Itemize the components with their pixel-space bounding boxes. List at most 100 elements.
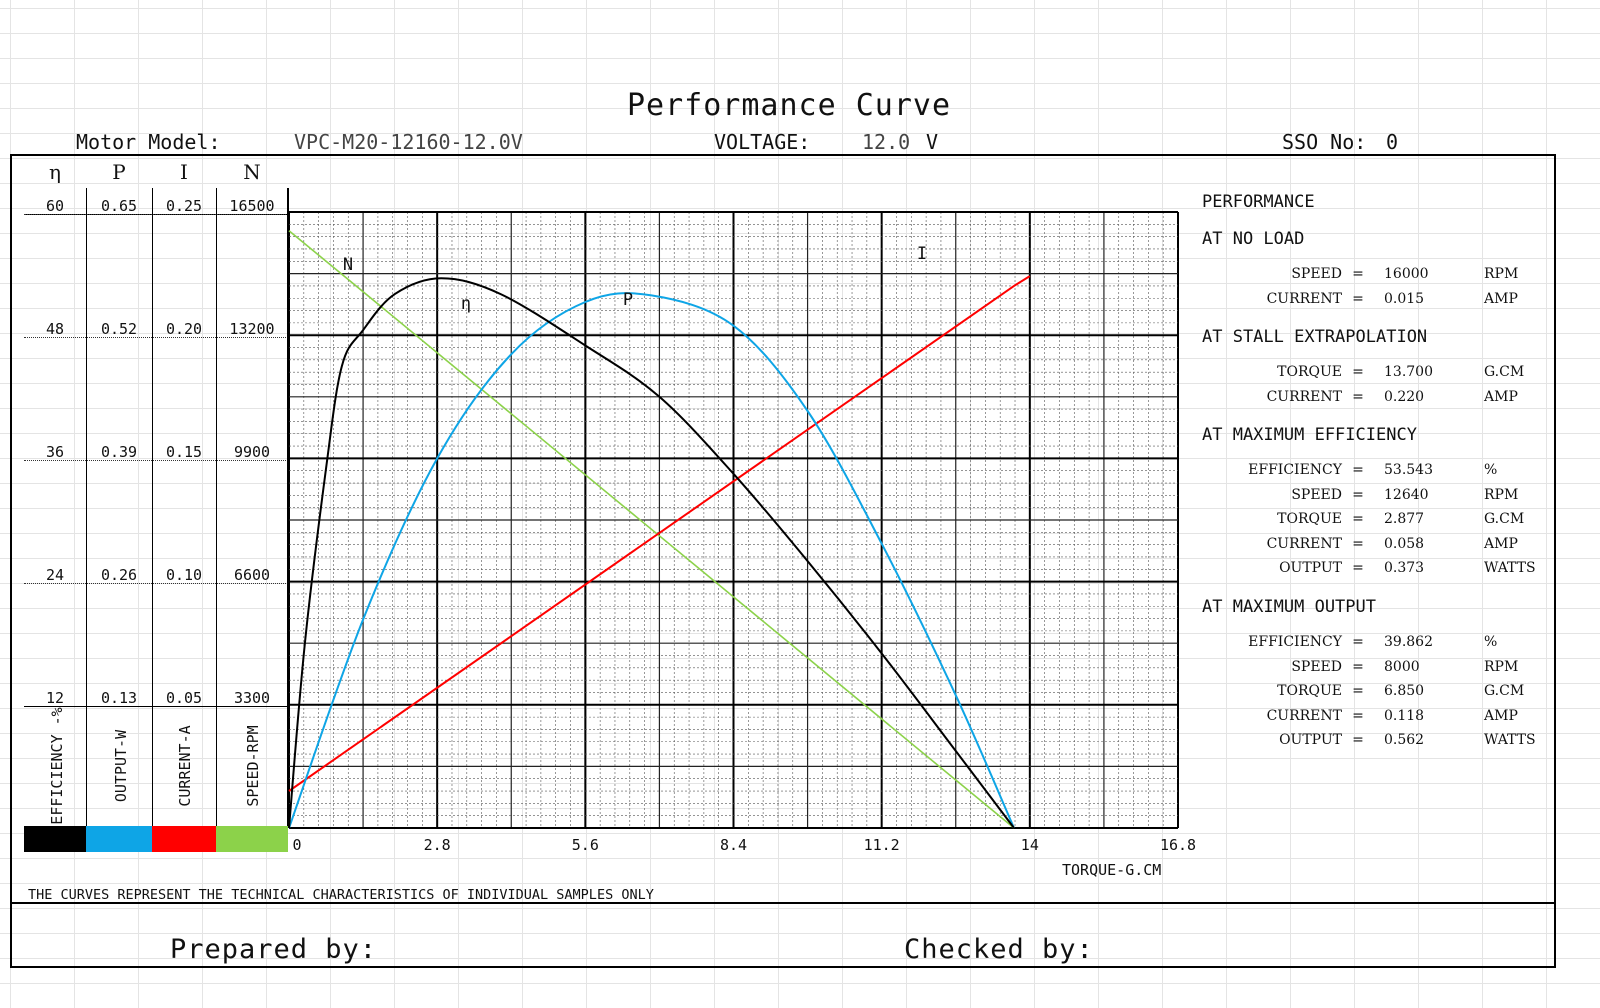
main-frame xyxy=(10,154,1556,968)
scale-p-value: 0.13 xyxy=(100,689,138,707)
perf-unit: AMP xyxy=(1484,707,1518,724)
perf-value: 0.058 xyxy=(1384,535,1425,552)
voltage-label: VOLTAGE: xyxy=(714,130,811,154)
chart-curves: Nη P I xyxy=(288,230,1031,829)
perf-unit: G.CM xyxy=(1484,364,1525,380)
performance-section-heading: AT NO LOAD xyxy=(1202,229,1305,249)
perf-label: OUTPUT xyxy=(1279,560,1342,577)
scale-i-value: 0.20 xyxy=(165,320,203,338)
perf-label: TORQUE xyxy=(1277,511,1342,528)
perf-equals: = xyxy=(1352,535,1364,552)
prepared-by-label: Prepared by: xyxy=(170,934,378,965)
perf-unit: WATTS xyxy=(1484,560,1536,577)
perf-unit: RPM xyxy=(1484,658,1519,675)
motor-model-value: VPC-M20-12160-12.0V xyxy=(294,130,523,154)
perf-equals: = xyxy=(1352,364,1364,380)
perf-unit: % xyxy=(1484,634,1498,650)
perf-value: 2.877 xyxy=(1384,511,1425,528)
perf-equals: = xyxy=(1352,462,1364,478)
scale-n-value: 13200 xyxy=(229,320,275,338)
scale-p-value: 0.65 xyxy=(100,197,138,215)
perf-value: 0.562 xyxy=(1384,732,1425,749)
scale-n-value: 3300 xyxy=(233,689,271,707)
voltage-value: 12.0 xyxy=(862,130,911,154)
perf-label: OUTPUT xyxy=(1279,732,1342,749)
perf-label: CURRENT xyxy=(1266,707,1342,724)
perf-label: CURRENT xyxy=(1266,388,1342,405)
perf-value: 0.220 xyxy=(1384,388,1425,405)
perf-label: EFFICIENCY xyxy=(1248,634,1342,650)
scale-header-i: I xyxy=(180,160,188,184)
checked-by-label: Checked by: xyxy=(904,934,1094,965)
perf-value: 8000 xyxy=(1384,658,1420,675)
legend-swatch-current xyxy=(152,826,216,852)
perf-unit: G.CM xyxy=(1484,511,1525,528)
perf-unit: AMP xyxy=(1484,290,1518,307)
x-tick-label: 16.8 xyxy=(1160,836,1196,854)
perf-value: 53.543 xyxy=(1384,462,1433,478)
x-tick-label: 14 xyxy=(1021,836,1039,854)
perf-unit: AMP xyxy=(1484,535,1518,552)
perf-unit: AMP xyxy=(1484,388,1518,405)
perf-equals: = xyxy=(1352,388,1364,405)
x-tick-label: 11.2 xyxy=(864,836,900,854)
curve-label: η xyxy=(461,294,471,314)
perf-label: CURRENT xyxy=(1266,290,1342,307)
legend-swatch-efficiency xyxy=(24,826,86,852)
perf-unit: WATTS xyxy=(1484,732,1536,749)
perf-label: SPEED xyxy=(1291,486,1342,503)
scale-n-value: 6600 xyxy=(233,566,271,584)
scale-i-value: 0.25 xyxy=(165,197,203,215)
scale-eta-value: 60 xyxy=(45,197,65,215)
perf-label: TORQUE xyxy=(1277,683,1342,700)
chart-grid xyxy=(288,211,1179,829)
perf-label: TORQUE xyxy=(1277,364,1342,380)
perf-value: 0.118 xyxy=(1384,707,1425,724)
curve-label: I xyxy=(917,244,927,264)
perf-equals: = xyxy=(1352,290,1364,307)
scale-header-p: P xyxy=(112,160,126,184)
x-tick-label: 5.6 xyxy=(572,836,599,854)
voltage-unit: V xyxy=(926,130,939,154)
perf-unit: G.CM xyxy=(1484,683,1525,700)
scale-header-eta: η xyxy=(49,160,61,184)
perf-value: 16000 xyxy=(1384,266,1429,282)
x-axis-title: TORQUE-G.CM xyxy=(1062,861,1162,879)
legend-swatch-speed xyxy=(216,826,288,852)
curve-label: P xyxy=(623,290,633,310)
scale-row-divider xyxy=(24,460,286,461)
perf-equals: = xyxy=(1352,560,1364,577)
perf-equals: = xyxy=(1352,486,1364,503)
perf-value: 0.015 xyxy=(1384,290,1425,307)
scale-n-value: 9900 xyxy=(233,443,271,461)
perf-equals: = xyxy=(1352,658,1364,675)
perf-equals: = xyxy=(1352,266,1364,282)
footer-divider xyxy=(10,902,1556,904)
perf-value: 39.862 xyxy=(1384,634,1433,650)
motor-model-label: Motor Model: xyxy=(76,130,221,154)
axis-title-row: EFFICIENCY -% OUTPUT-W CURRENT-A SPEED-R… xyxy=(24,706,288,825)
scale-p-value: 0.52 xyxy=(100,320,138,338)
perf-unit: RPM xyxy=(1484,266,1519,282)
perf-value: 12640 xyxy=(1384,486,1429,503)
sso-value: 0 xyxy=(1386,130,1399,154)
perf-value: 6.850 xyxy=(1384,683,1425,700)
scale-i-value: 0.05 xyxy=(165,689,203,707)
scale-p-value: 0.39 xyxy=(100,443,138,461)
perf-equals: = xyxy=(1352,707,1364,724)
perf-label: SPEED xyxy=(1291,266,1342,282)
performance-section-heading: AT MAXIMUM EFFICIENCY xyxy=(1202,425,1417,445)
perf-equals: = xyxy=(1352,683,1364,700)
perf-equals: = xyxy=(1352,732,1364,749)
series-line-speed xyxy=(288,230,1015,829)
scale-i-value: 0.15 xyxy=(165,443,203,461)
x-tick-label: 0 xyxy=(292,836,301,854)
scale-eta-value: 24 xyxy=(45,566,65,584)
scale-row-divider xyxy=(24,337,286,338)
perf-value: 0.373 xyxy=(1384,560,1425,577)
footer-note: THE CURVES REPRESENT THE TECHNICAL CHARA… xyxy=(28,887,654,903)
performance-section-heading: AT MAXIMUM OUTPUT xyxy=(1202,597,1376,617)
scale-p-value: 0.26 xyxy=(100,566,138,584)
perf-equals: = xyxy=(1352,634,1364,650)
